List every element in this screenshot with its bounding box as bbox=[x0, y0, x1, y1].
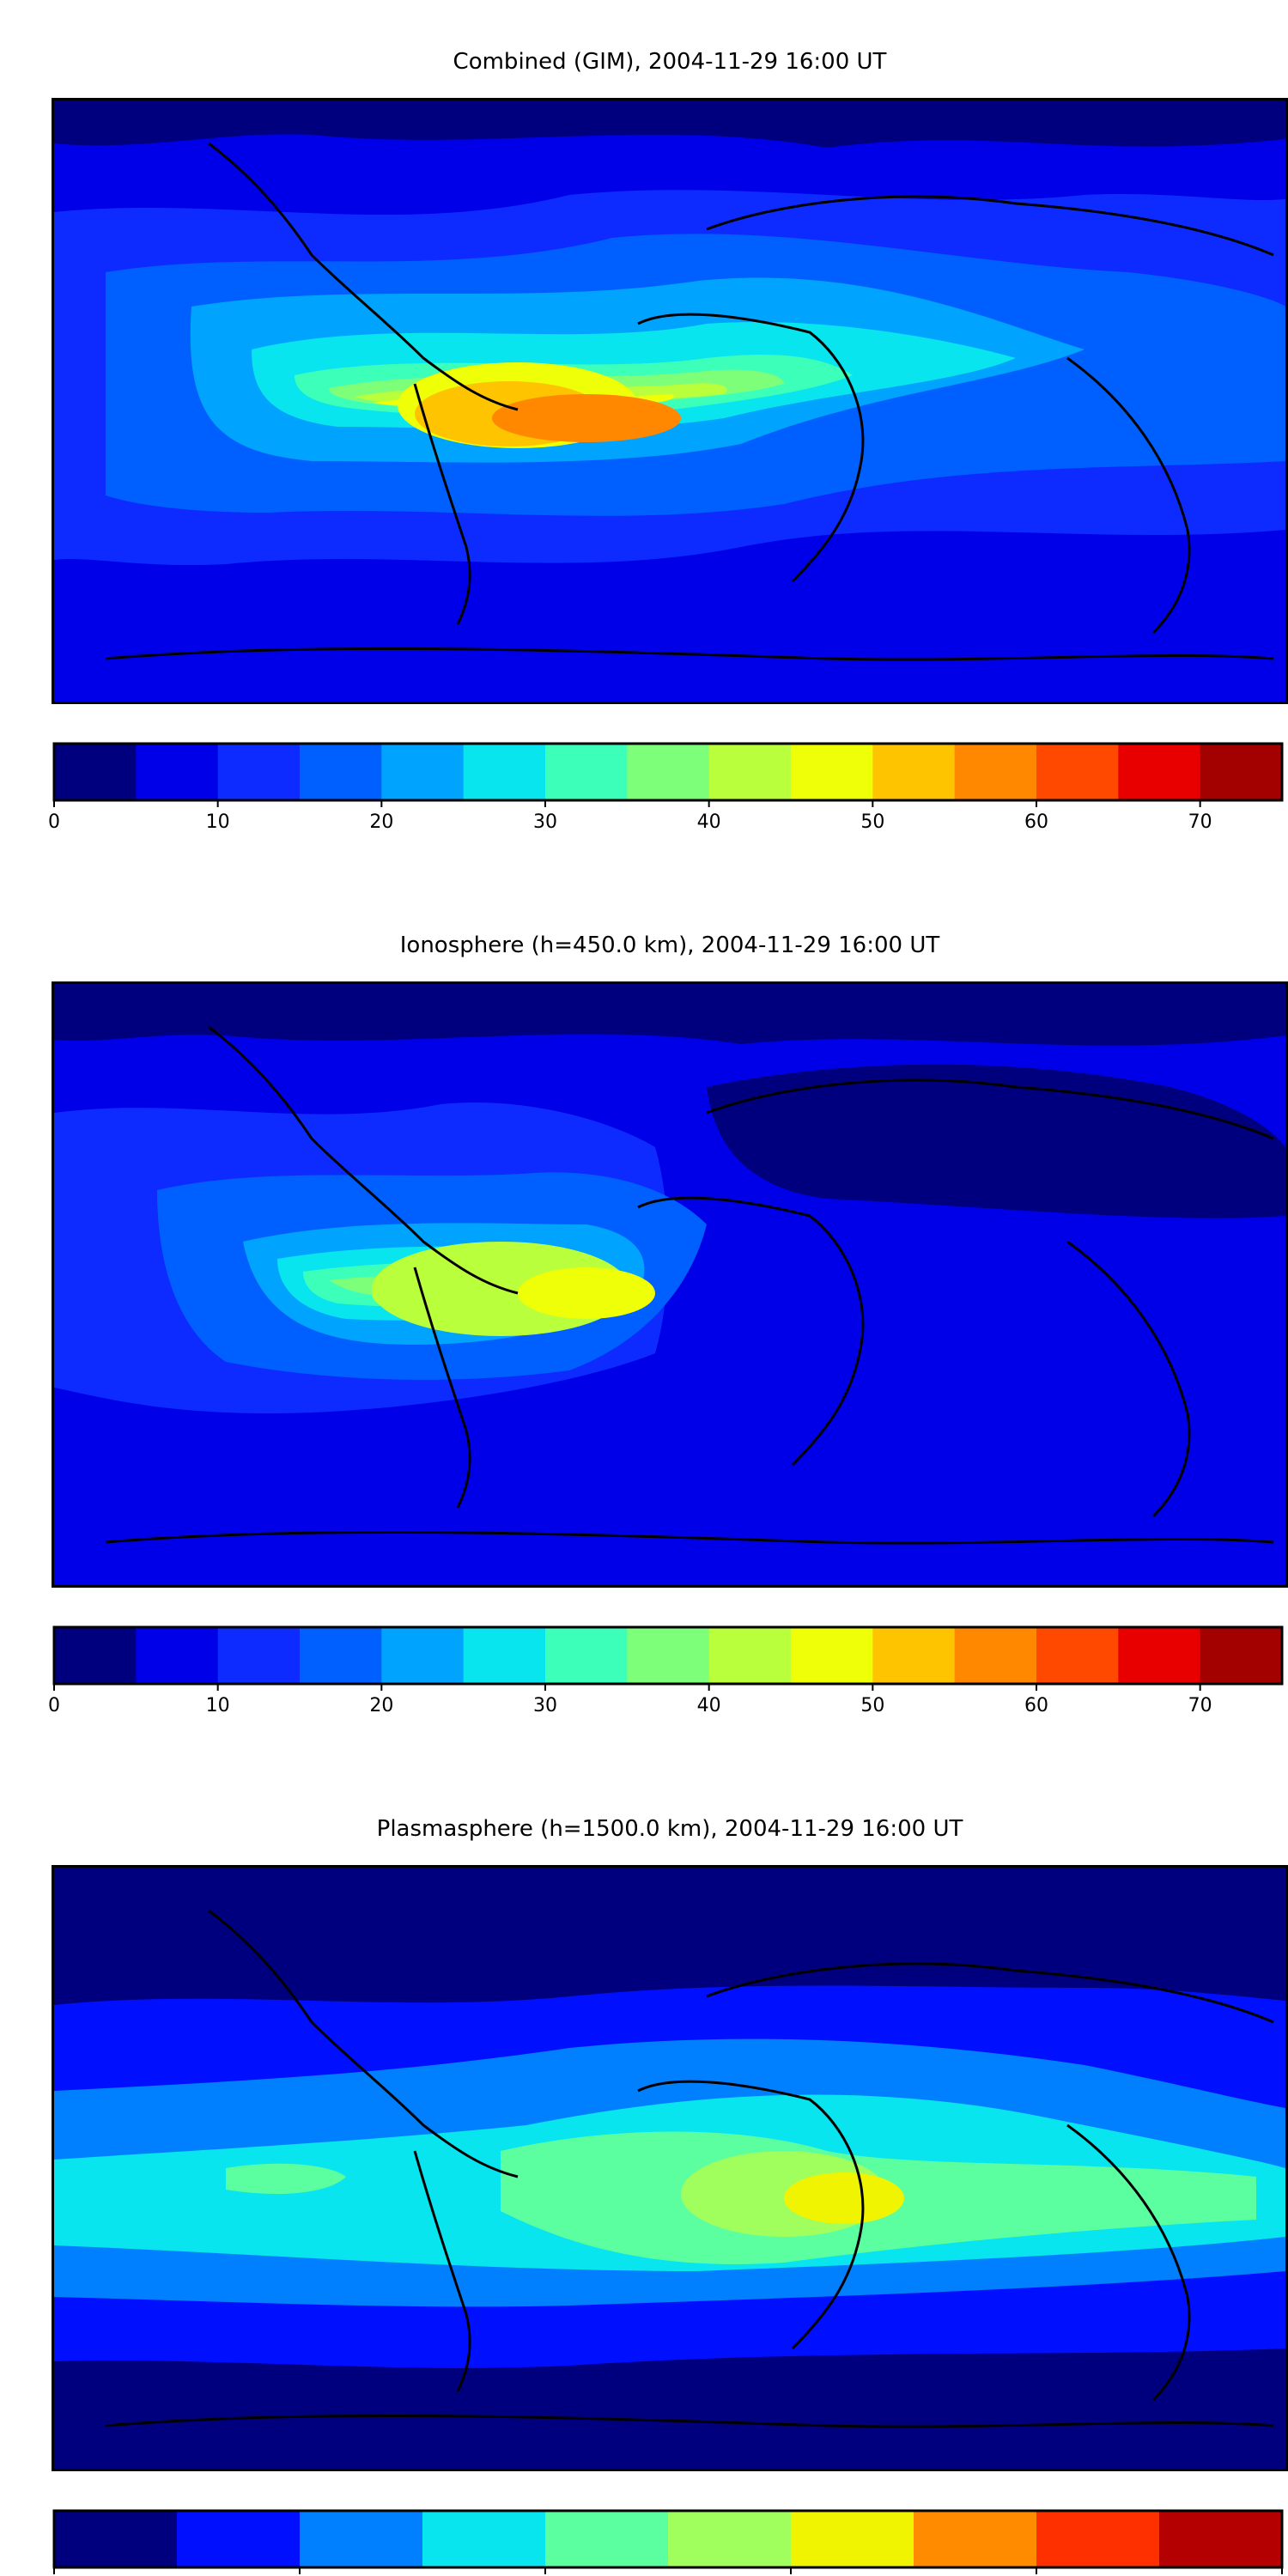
colorbar-segment bbox=[791, 1627, 873, 1684]
tec-contour-map bbox=[54, 1868, 1285, 2469]
colorbar-tick-label: 40 bbox=[697, 811, 721, 833]
colorbar-tick-label: 70 bbox=[1188, 1695, 1212, 1716]
colorbar-segment bbox=[136, 1627, 219, 1684]
colorbar-segment bbox=[791, 2511, 914, 2567]
panel-title: Plasmasphere (h=1500.0 km), 2004-11-29 1… bbox=[376, 1816, 963, 1842]
colorbar-segment bbox=[381, 744, 465, 800]
colorbar-tick-label: 10 bbox=[206, 1695, 230, 1716]
colorbar-segment bbox=[1159, 2511, 1283, 2567]
colorbar-segment bbox=[872, 1627, 956, 1684]
colorbar-segment bbox=[300, 2511, 423, 2567]
tec-contour-map bbox=[54, 984, 1285, 1585]
tec-contour-map bbox=[54, 100, 1285, 702]
colorbar: 0510152025 bbox=[52, 2509, 1285, 2574]
colorbar-tick-label: 30 bbox=[533, 1695, 557, 1716]
colorbar-tick-label: 50 bbox=[860, 811, 884, 833]
colorbar-tick-label: 60 bbox=[1024, 1695, 1048, 1716]
colorbar-segment bbox=[627, 1627, 710, 1684]
map-plot bbox=[52, 98, 1288, 704]
colorbar-tick-label: 0 bbox=[48, 811, 60, 833]
colorbar-segment bbox=[463, 744, 546, 800]
colorbar-tick-label: 60 bbox=[1024, 811, 1048, 833]
colorbar-segment bbox=[217, 744, 301, 800]
colorbar-segment bbox=[954, 1627, 1037, 1684]
colorbar-svg: 0510152025 bbox=[52, 2509, 1284, 2574]
colorbar-segment bbox=[668, 2511, 792, 2567]
colorbar-segment bbox=[1118, 1627, 1201, 1684]
colorbar-segment bbox=[708, 744, 792, 800]
colorbar-segment bbox=[627, 744, 710, 800]
colorbar-segment bbox=[1118, 744, 1201, 800]
panel-title: Combined (GIM), 2004-11-29 16:00 UT bbox=[453, 49, 887, 75]
colorbar-segment bbox=[545, 744, 628, 800]
colorbar-border bbox=[52, 2509, 1284, 2569]
map-plot bbox=[52, 981, 1288, 1588]
colorbar-segment bbox=[300, 744, 382, 800]
colorbar-tick-label: 30 bbox=[533, 811, 557, 833]
colorbar: 0 10 20 30 40 50 60 70 bbox=[48, 742, 1285, 833]
colorbar-segment bbox=[136, 744, 219, 800]
colorbar-segment bbox=[381, 1627, 465, 1684]
colorbar-segment bbox=[1200, 1627, 1283, 1684]
colorbar-segment bbox=[463, 1627, 546, 1684]
colorbar-border bbox=[52, 742, 1284, 802]
colorbar-segment bbox=[954, 744, 1037, 800]
colorbar-segment bbox=[791, 744, 873, 800]
colorbar-tick-label: 50 bbox=[860, 1695, 884, 1716]
colorbar-segment bbox=[217, 1627, 301, 1684]
colorbar-border bbox=[52, 1625, 1284, 1686]
colorbar-segment bbox=[300, 1627, 382, 1684]
colorbar-segment bbox=[914, 2511, 1037, 2567]
colorbar-tick-label: 10 bbox=[206, 811, 230, 833]
colorbar-segment bbox=[1036, 1627, 1119, 1684]
map-plot bbox=[52, 1865, 1288, 2471]
colorbar-segment bbox=[1036, 2511, 1160, 2567]
colorbar: 0 10 20 30 40 50 60 70 bbox=[48, 1625, 1285, 1716]
colorbar-segment bbox=[872, 744, 956, 800]
colorbar-segment bbox=[54, 744, 137, 800]
colorbar-tick-label: 0 bbox=[48, 1695, 60, 1716]
colorbar-svg: 0 10 20 30 40 50 60 70 bbox=[48, 1625, 1284, 1716]
colorbar-segment bbox=[54, 1627, 137, 1684]
colorbar-tick-label: 20 bbox=[369, 811, 393, 833]
colorbar-segment bbox=[177, 2511, 301, 2567]
colorbar-segment bbox=[1036, 744, 1119, 800]
colorbar-segment bbox=[545, 2511, 669, 2567]
colorbar-segment bbox=[54, 2511, 178, 2567]
colorbar-tick-label: 40 bbox=[697, 1695, 721, 1716]
colorbar-tick-label: 20 bbox=[369, 1695, 393, 1716]
colorbar-segment bbox=[545, 1627, 628, 1684]
colorbar-segment bbox=[422, 2511, 546, 2567]
colorbar-segment bbox=[708, 1627, 792, 1684]
colorbar-tick-label: 70 bbox=[1188, 811, 1212, 833]
panel-title: Ionosphere (h=450.0 km), 2004-11-29 16:0… bbox=[399, 933, 940, 958]
colorbar-segment bbox=[1200, 744, 1283, 800]
colorbar-svg: 0 10 20 30 40 50 60 70 bbox=[48, 742, 1284, 833]
